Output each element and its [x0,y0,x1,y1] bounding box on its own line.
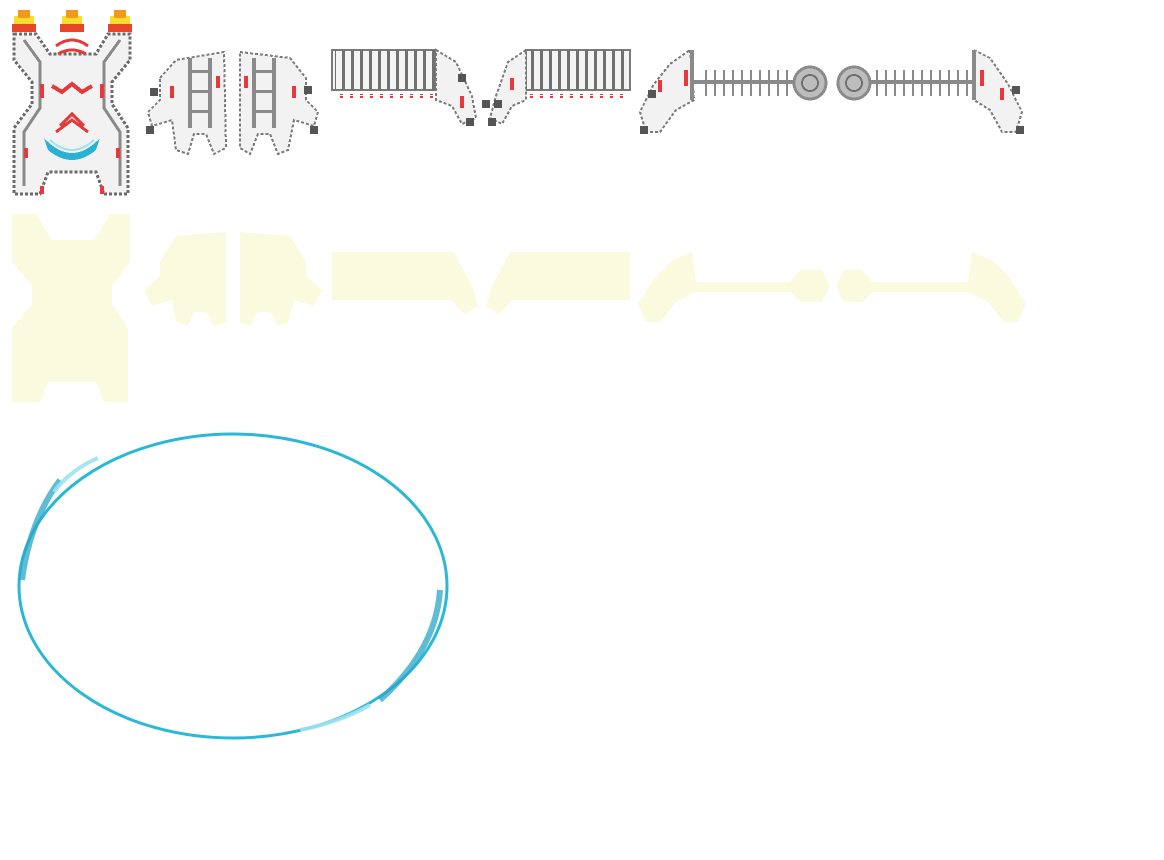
left-shoulder-comb-sprite [331,48,490,126]
boss-core-sprite [12,10,132,196]
left-spine-cannon-sprite [638,48,828,134]
right-arm-silhouette [240,232,322,326]
right-comb-silhouette [486,252,630,314]
boss-core-silhouette [12,214,130,402]
left-comb-silhouette [332,252,478,314]
thruster-flame-right [108,10,132,32]
thruster-flame-left [12,10,36,32]
left-arm-segment-sprite [146,50,228,156]
thruster-flame-center [60,10,84,32]
right-shoulder-comb-sprite [488,48,631,126]
right-spine-cannon-sprite [836,48,1024,134]
right-spine-silhouette [836,252,1026,322]
left-arm-silhouette [144,232,226,326]
right-arm-segment-sprite [239,50,320,156]
silhouette-row [12,214,1026,402]
left-spine-silhouette [638,252,830,322]
shield-ring-sprite [17,432,449,740]
